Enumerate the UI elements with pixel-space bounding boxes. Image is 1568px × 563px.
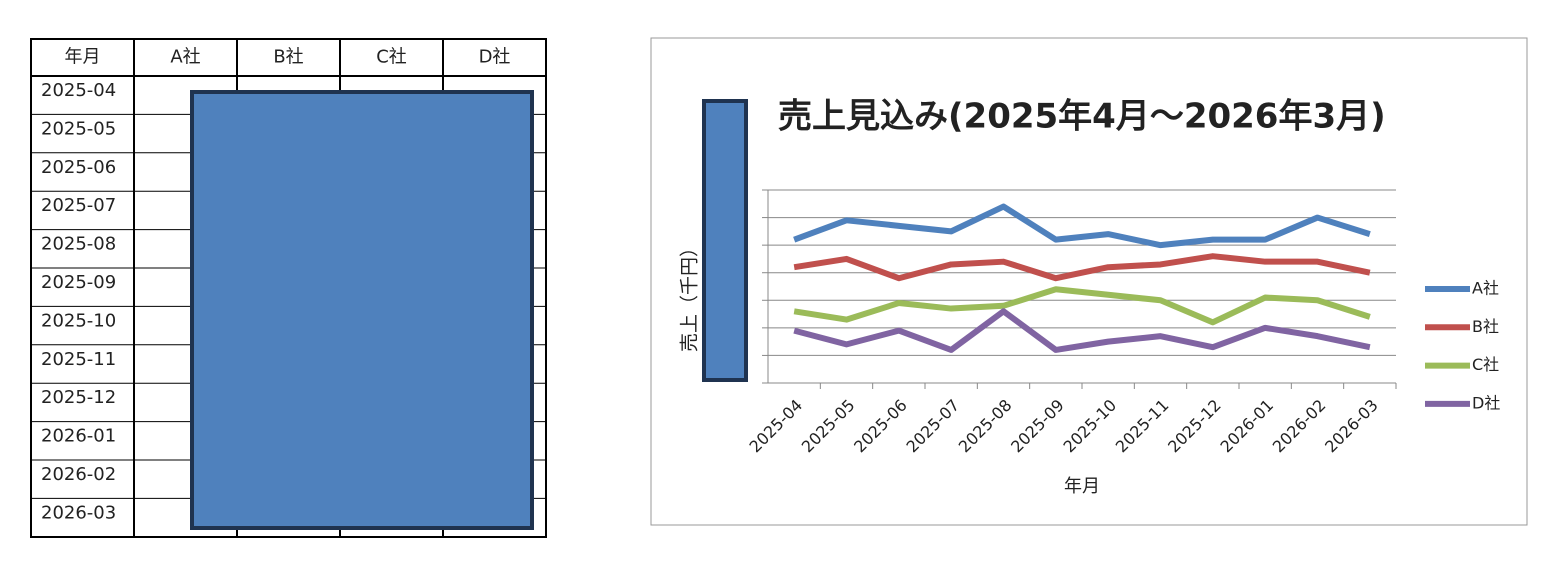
x-axis-title: 年月 (1064, 476, 1100, 497)
mask-shape (190, 90, 534, 530)
row-label: 2025-11 (41, 349, 116, 370)
column-header: C社 (376, 47, 407, 68)
chart-frame (650, 37, 1528, 526)
legend-label: D社 (1472, 393, 1500, 412)
row-label: 2025-06 (41, 157, 116, 178)
column-header: B社 (273, 47, 303, 68)
column-header: D社 (479, 47, 511, 68)
table-border (30, 38, 547, 538)
legend-label: C社 (1472, 355, 1499, 374)
series-line (793, 308, 1371, 353)
row-label: 2025-10 (41, 310, 116, 331)
column-header: 年月 (65, 47, 101, 68)
legend-label: A社 (1472, 279, 1499, 298)
y-axis-title: 売上（千円） (679, 238, 701, 352)
row-label: 2026-03 (41, 502, 116, 523)
row-label: 2025-04 (41, 80, 116, 101)
row-label: 2026-01 (41, 426, 116, 447)
row-label: 2025-05 (41, 118, 116, 139)
row-label: 2026-02 (41, 464, 116, 485)
row-label: 2025-12 (41, 387, 116, 408)
legend-label: B社 (1472, 317, 1499, 336)
chart-title: 売上見込み(2025年4月～2026年3月) (778, 97, 1386, 137)
row-label: 2025-08 (41, 234, 116, 255)
row-label: 2025-09 (41, 272, 116, 293)
column-header: A社 (170, 47, 200, 68)
series-line (793, 253, 1371, 282)
series-line (793, 203, 1371, 249)
row-label: 2025-07 (41, 195, 116, 216)
series-line (793, 286, 1371, 326)
mask-shape (702, 99, 748, 382)
sheet-table (30, 38, 547, 538)
